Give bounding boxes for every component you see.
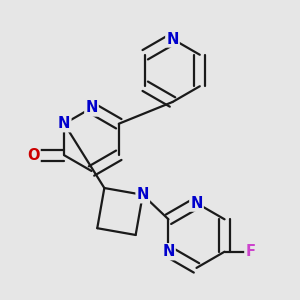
Text: N: N	[190, 196, 203, 211]
Text: N: N	[58, 116, 70, 131]
Text: O: O	[27, 148, 40, 163]
Text: N: N	[166, 32, 179, 46]
Text: F: F	[245, 244, 255, 259]
Text: N: N	[136, 187, 149, 202]
Text: N: N	[85, 100, 98, 116]
Text: N: N	[162, 244, 175, 259]
